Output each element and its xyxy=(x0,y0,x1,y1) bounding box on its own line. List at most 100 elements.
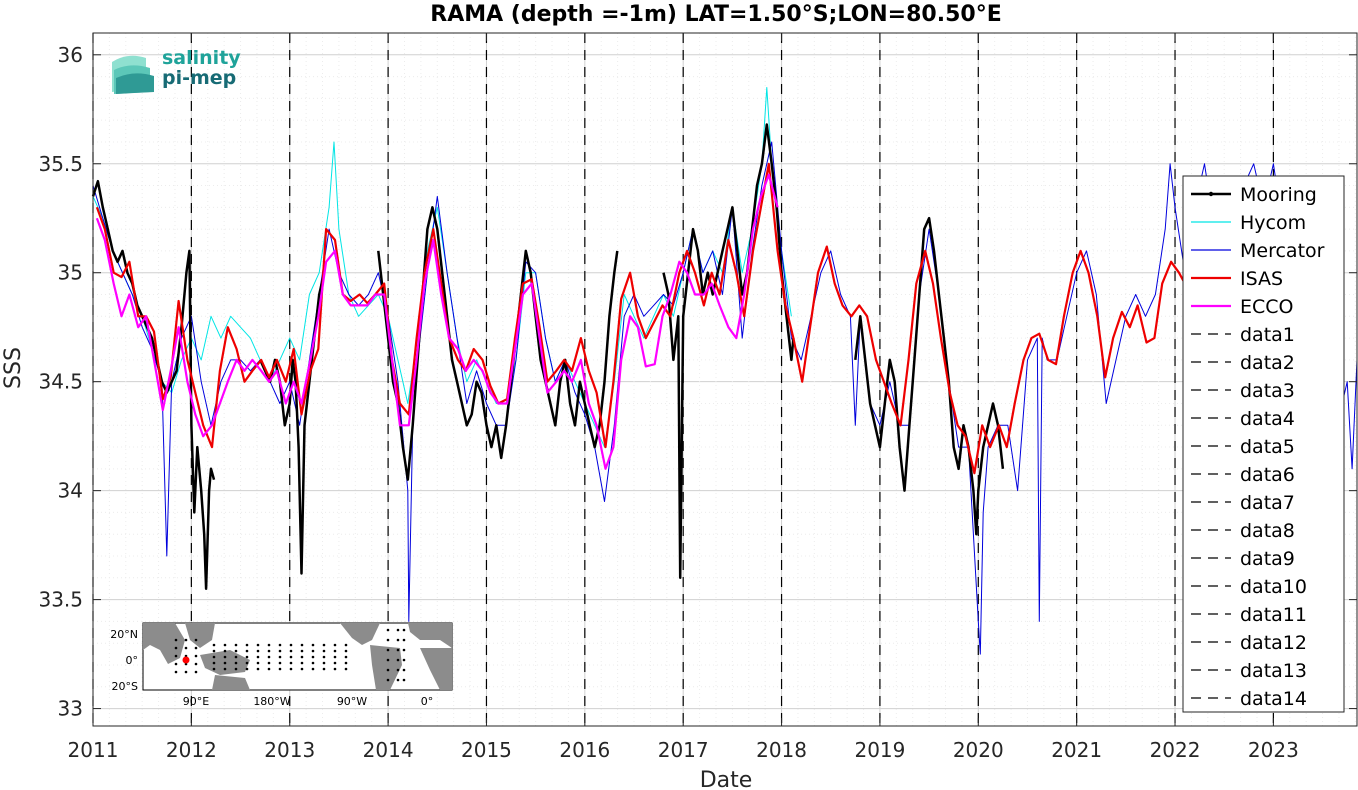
map-lat-0: 0° xyxy=(126,654,139,667)
inset-mooring-dot xyxy=(396,668,400,672)
inset-mooring-dot xyxy=(300,655,304,659)
grid-lines xyxy=(92,33,1357,726)
inset-mooring-dot xyxy=(256,655,260,659)
inset-mooring-dot xyxy=(289,661,293,665)
inset-mooring-dot xyxy=(223,643,227,647)
inset-mooring-dots xyxy=(174,628,406,682)
logo-line2: pi-mep xyxy=(162,67,236,89)
legend-label: data13 xyxy=(1240,660,1307,682)
inset-mooring-dot xyxy=(289,649,293,653)
inset-mooring-dot xyxy=(322,649,326,653)
inset-mooring-dot xyxy=(344,667,348,671)
inset-mooring-dot xyxy=(174,654,178,658)
inset-mooring-dot xyxy=(386,678,390,682)
series-line-mooring xyxy=(662,123,795,580)
x-tick-label: 2013 xyxy=(264,738,315,762)
inset-mooring-dot xyxy=(184,646,188,650)
series-line-hycom xyxy=(92,87,792,448)
inset-mooring-dot xyxy=(278,649,282,653)
inset-mooring-dot xyxy=(300,643,304,647)
inset-mooring-dot xyxy=(234,643,238,647)
inset-mooring-dot xyxy=(234,661,238,665)
plot-area xyxy=(91,87,1358,655)
map-lon-90e: 90°E xyxy=(183,695,209,708)
inset-mooring-dot xyxy=(174,638,178,642)
x-tick-label: 2011 xyxy=(68,738,119,762)
inset-mooring-dot xyxy=(402,638,406,642)
inset-mooring-dot xyxy=(344,661,348,665)
inset-mooring-dot xyxy=(256,661,260,665)
legend-label: data10 xyxy=(1240,576,1307,598)
x-tick-label: 2021 xyxy=(1051,738,1102,762)
map-lat-20n: 20°N xyxy=(110,628,138,641)
legend-label: data1 xyxy=(1240,324,1295,346)
legend-label: data12 xyxy=(1240,632,1307,654)
inset-mooring-dot xyxy=(311,667,315,671)
inset-mooring-dot xyxy=(311,661,315,665)
inset-mooring-dot xyxy=(212,643,216,647)
y-tick-label: 34 xyxy=(58,479,83,503)
inset-mooring-dot xyxy=(212,649,216,653)
inset-mooring-dot xyxy=(322,655,326,659)
inset-mooring-dot xyxy=(267,649,271,653)
inset-mooring-dot xyxy=(402,678,406,682)
inset-mooring-dot xyxy=(402,668,406,672)
legend-label: ISAS xyxy=(1240,268,1283,290)
inset-mooring-dot xyxy=(402,628,406,632)
y-tick-label: 33.5 xyxy=(38,588,83,612)
inset-mooring-dot xyxy=(184,638,188,642)
inset-mooring-dot xyxy=(386,638,390,642)
inset-mooring-dot xyxy=(344,649,348,653)
inset-mooring-dot xyxy=(396,658,400,662)
legend-label: data5 xyxy=(1240,436,1295,458)
inset-map: 20°N 0° 20°S 90°E 180°W 90°W 0° xyxy=(110,622,453,708)
inset-mooring-dot xyxy=(289,643,293,647)
inset-mooring-dot xyxy=(194,638,198,642)
inset-mooring-dot xyxy=(267,667,271,671)
legend: Mooring Hycom Mercator ISAS ECCO data1 data2 da… xyxy=(1182,175,1345,713)
inset-mooring-dot xyxy=(322,661,326,665)
y-tick-label: 36 xyxy=(58,43,83,67)
inset-mooring-dot xyxy=(402,658,406,662)
inset-mooring-dot xyxy=(212,655,216,659)
inset-mooring-dot xyxy=(212,661,216,665)
map-lon-180w: 180°W xyxy=(253,695,290,708)
inset-mooring-dot xyxy=(256,649,260,653)
inset-mooring-dot xyxy=(223,661,227,665)
chart-title: RAMA (depth =-1m) LAT=1.50°S;LON=80.50°E xyxy=(430,2,1001,27)
salinity-pimep-logo: salinity pi-mep xyxy=(112,47,241,94)
inset-mooring-dot xyxy=(333,643,337,647)
inset-mooring-dot xyxy=(267,655,271,659)
inset-mooring-dot xyxy=(278,643,282,647)
legend-label: data14 xyxy=(1240,688,1307,710)
inset-mooring-dot xyxy=(289,667,293,671)
x-tick-label: 2017 xyxy=(658,738,709,762)
inset-mooring-dot xyxy=(223,667,227,671)
legend-label: data11 xyxy=(1240,604,1307,626)
y-axis-label: SSS xyxy=(1,347,26,389)
inset-mooring-dot xyxy=(174,662,178,666)
inset-mooring-dot xyxy=(311,643,315,647)
inset-mooring-dot xyxy=(300,667,304,671)
inset-mooring-dot xyxy=(256,643,260,647)
x-tick-label: 2014 xyxy=(363,738,414,762)
inset-mooring-dot xyxy=(322,643,326,647)
inset-mooring-dot xyxy=(223,649,227,653)
x-tick-label: 2019 xyxy=(854,738,905,762)
y-tick-label: 35.5 xyxy=(38,152,83,176)
inset-mooring-dot xyxy=(174,646,178,650)
inset-mooring-dot xyxy=(212,667,216,671)
inset-mooring-dot xyxy=(234,655,238,659)
legend-label: ECCO xyxy=(1240,296,1294,318)
inset-mooring-dot xyxy=(386,668,390,672)
inset-mooring-dot xyxy=(289,655,293,659)
inset-mooring-dot xyxy=(396,638,400,642)
inset-mooring-dot xyxy=(300,661,304,665)
x-tick-label: 2015 xyxy=(461,738,512,762)
legend-label: data8 xyxy=(1240,520,1295,542)
legend-label: data4 xyxy=(1240,408,1295,430)
inset-mooring-dot xyxy=(278,667,282,671)
x-axis-label: Date xyxy=(700,768,753,790)
series-line-mooring xyxy=(854,216,1005,536)
